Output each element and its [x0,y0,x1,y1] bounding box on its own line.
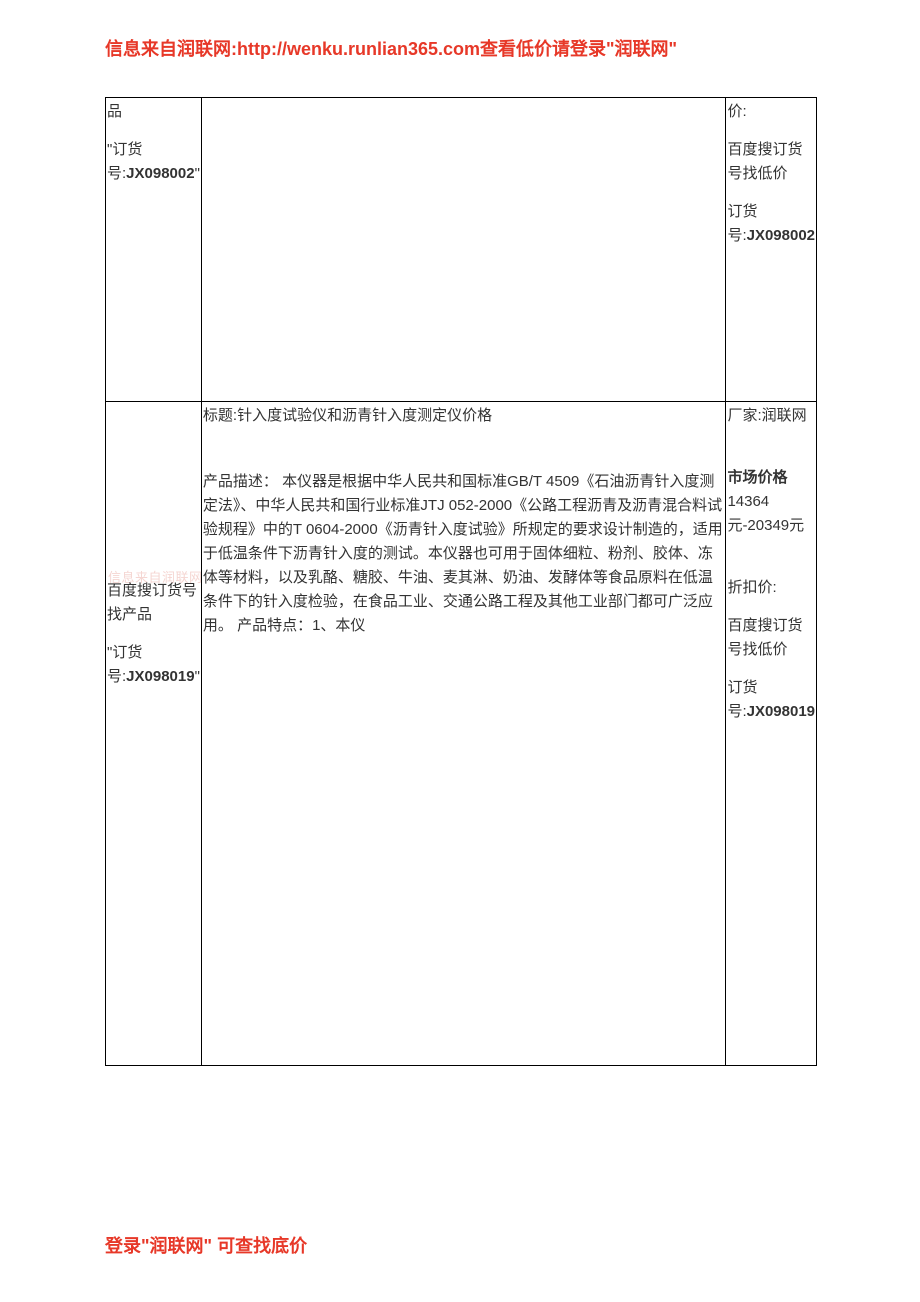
header-source-text: 信息来自润联网:http://wenku.runlian365.com查看低价请… [105,35,677,61]
order-number-right-2: 订货号:JX098019 [727,676,815,724]
row2-col3: 厂家:润联网 市场价格 14364元-20349元 折扣价: 百度搜订货号找低价… [726,402,817,1066]
market-price-value: 14364元-20349元 [727,493,804,534]
order-number: "订货号:JX098002" [107,138,200,186]
row1-col3: 价: 百度搜订货号找低价 订货号:JX098002 [726,98,817,402]
order-suffix: " [195,165,200,182]
discount-price-label: 折扣价: [727,576,815,600]
row1-col1: 品 "订货号:JX098002" [106,98,202,402]
image-placeholder [107,404,200,579]
order-number-2: "订货号:JX098019" [107,641,200,689]
price-suffix: 价: [727,100,815,124]
row2-col2: 标题:针入度试验仪和沥青针入度测定仪价格 产品描述： 本仪器是根据中华人民共和国… [201,402,726,1066]
market-price-label: 市场价格 [727,469,787,486]
table-row: 百度搜订货号找产品 "订货号:JX098019" 标题:针入度试验仪和沥青针入度… [106,402,817,1066]
order-number-right: 订货号:JX098002 [727,200,815,248]
product-table: 品 "订货号:JX098002" 价: 百度搜订货号找低价 订货号:JX0980… [105,97,817,1066]
market-price: 市场价格 14364元-20349元 [727,466,815,538]
row1-col2 [201,98,726,402]
search-hint-left: 百度搜订货号找产品 [107,579,200,627]
row2-col1: 百度搜订货号找产品 "订货号:JX098019" [106,402,202,1066]
search-hint: 百度搜订货号找低价 [727,138,815,186]
product-title: 标题:针入度试验仪和沥青针入度测定仪价格 [203,404,725,428]
product-suffix: 品 [107,100,200,124]
order-code-right: JX098002 [747,227,815,244]
order-code-right-2: JX098019 [747,703,815,720]
vendor-label: 厂家:润联网 [727,404,815,428]
footer-login-text: 登录"润联网" 可查找底价 [105,1232,307,1258]
order-code-2: JX098019 [126,668,194,685]
order-suffix-2: " [195,668,200,685]
order-code: JX098002 [126,165,194,182]
table-row: 品 "订货号:JX098002" 价: 百度搜订货号找低价 订货号:JX0980… [106,98,817,402]
search-hint-right: 百度搜订货号找低价 [727,614,815,662]
product-description: 产品描述： 本仪器是根据中华人民共和国标准GB/T 4509《石油沥青针入度测定… [203,470,725,638]
product-table-container: 品 "订货号:JX098002" 价: 百度搜订货号找低价 订货号:JX0980… [105,97,817,1066]
